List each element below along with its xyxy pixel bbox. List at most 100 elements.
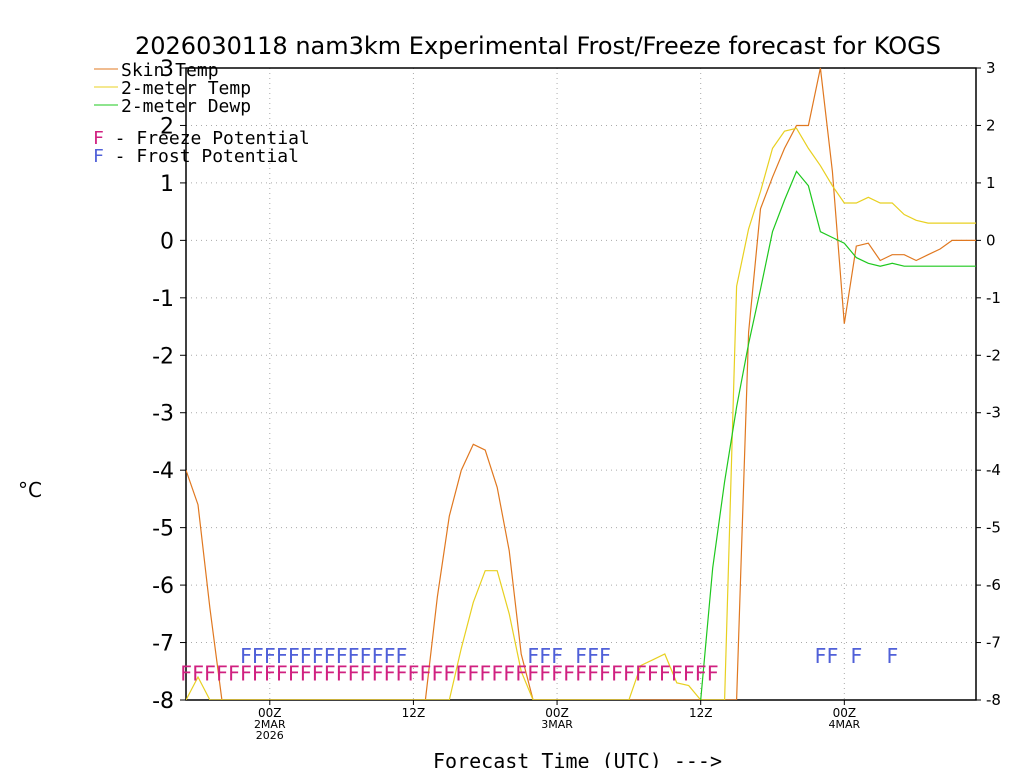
x-tick-label: 3MAR — [541, 718, 573, 731]
legend-label-2m-temp: 2-meter Temp — [121, 78, 251, 99]
freeze-potential-marker: F — [695, 661, 707, 685]
x-tick-label: 2MAR — [254, 718, 286, 731]
freeze-potential-marker: F — [312, 661, 324, 685]
frost-potential-legend-text: - Frost Potential — [104, 146, 299, 167]
frost-potential-legend: F - Frost Potential — [93, 146, 299, 167]
x-tick-label: 4MAR — [828, 718, 860, 731]
freeze-potential-marker: F — [240, 661, 252, 685]
y-tick-label-left: -2 — [152, 344, 174, 369]
freeze-potential-marker: F — [515, 661, 527, 685]
freeze-potential-marker: F — [659, 661, 671, 685]
freeze-potential-legend-text: - Freeze Potential — [104, 128, 310, 149]
y-tick-label-left: 2 — [160, 114, 174, 139]
frost-potential-marker: F — [814, 644, 826, 668]
y-tick-label-left: 0 — [160, 229, 174, 254]
x-axis-label: Forecast Time (UTC) ---> — [433, 749, 722, 768]
legend: Skin Temp 2-meter Temp 2-meter Dewp F - … — [93, 60, 310, 167]
freeze-potential-marker: F — [455, 661, 467, 685]
freeze-potential-marker: F — [407, 661, 419, 685]
y-tick-label-right: -1 — [986, 289, 1001, 307]
frost-potential-marker: F — [276, 644, 288, 668]
freeze-potential-marker: F — [336, 661, 348, 685]
freeze-potential-legend-letter: F — [93, 128, 104, 149]
freeze-potential-marker: F — [467, 661, 479, 685]
frost-potential-marker: F — [240, 644, 252, 668]
series-lines — [186, 67, 976, 700]
freeze-potential-marker: F — [539, 661, 551, 685]
axes — [180, 67, 981, 705]
series-line-skin-temp — [186, 67, 976, 700]
freeze-potential-marker: F — [683, 661, 695, 685]
y-tick-label-right: 0 — [986, 231, 996, 249]
frost-potential-marker: F — [886, 644, 898, 668]
chart-title: 2026030118 nam3km Experimental Frost/Fre… — [135, 32, 941, 60]
frost-potential-marker: F — [551, 644, 563, 668]
y-tick-label-right: 3 — [986, 59, 996, 77]
legend-label-skin-temp: Skin Temp — [121, 60, 219, 81]
freeze-potential-marker: F — [180, 661, 192, 685]
freeze-potential-marker: F — [479, 661, 491, 685]
y-tick-label-right: 1 — [986, 174, 996, 192]
plot-frame — [185, 67, 977, 701]
freeze-potential-marker: F — [491, 661, 503, 685]
y-tick-label-left: -7 — [152, 632, 174, 657]
y-tick-label-left: -1 — [152, 287, 174, 312]
freeze-potential-legend: F - Freeze Potential — [93, 128, 310, 149]
y-tick-label-right: -5 — [986, 519, 1001, 537]
series-line-2-meter-dewp — [700, 170, 976, 700]
legend-label-2m-dewp: 2-meter Dewp — [121, 96, 251, 117]
freeze-potential-marker: F — [264, 661, 276, 685]
frost-potential-marker: F — [312, 644, 324, 668]
freeze-potential-marker: F — [623, 661, 635, 685]
y-tick-label-right: -3 — [986, 404, 1001, 422]
frost-potential-marker: F — [587, 644, 599, 668]
frost-potential-marker: F — [539, 644, 551, 668]
freeze-potential-marker: F — [228, 661, 240, 685]
freeze-potential-marker: F — [395, 661, 407, 685]
freeze-potential-marker: F — [383, 661, 395, 685]
freeze-potential-marker: F — [431, 661, 443, 685]
frost-potential-marker: F — [264, 644, 276, 668]
y-tick-label-right: 2 — [986, 116, 996, 134]
freeze-potential-marker: F — [192, 661, 204, 685]
freeze-potential-marker: F — [599, 661, 611, 685]
y-tick-label-left: 3 — [160, 57, 174, 82]
freeze-potential-marker: F — [324, 661, 336, 685]
frost-potential-marker: F — [527, 644, 539, 668]
freeze-potential-marker: F — [611, 661, 623, 685]
freeze-potential-marker: F — [587, 661, 599, 685]
y-tick-label-right: -2 — [986, 346, 1001, 364]
freeze-potential-marker: F — [288, 661, 300, 685]
x-tick-label: 12Z — [402, 706, 426, 720]
freeze-potential-marker: F — [575, 661, 587, 685]
y-tick-label-right: -8 — [986, 691, 1001, 709]
frost-potential-marker: F — [288, 644, 300, 668]
freeze-potential-marker: F — [204, 661, 216, 685]
freeze-potential-marker: F — [503, 661, 515, 685]
y-tick-label-left: -3 — [152, 402, 174, 427]
freeze-potential-marker: F — [563, 661, 575, 685]
freeze-potential-marker: F — [671, 661, 683, 685]
y-tick-label-left: -6 — [152, 574, 174, 599]
frost-potential-marker: F — [395, 644, 407, 668]
x-tick-label: 00Z — [833, 706, 857, 720]
y-tick-label-right: -4 — [986, 461, 1001, 479]
y-axis-label: °C — [18, 478, 42, 502]
frost-potential-marker: F — [575, 644, 587, 668]
freeze-potential-marker: F — [348, 661, 360, 685]
freeze-potential-marker: F — [527, 661, 539, 685]
y-tick-label-left: -5 — [152, 517, 174, 542]
freeze-potential-marker: F — [443, 661, 455, 685]
frost-potential-marker: F — [360, 644, 372, 668]
freeze-potential-marker: F — [635, 661, 647, 685]
y-tick-label-left: 1 — [160, 172, 174, 197]
freeze-potential-marker: F — [551, 661, 563, 685]
frost-potential-marker: F — [252, 644, 264, 668]
freeze-potential-marker: F — [647, 661, 659, 685]
x-tick-label: 00Z — [258, 706, 282, 720]
x-tick-label: 12Z — [689, 706, 713, 720]
frost-potential-marker: F — [300, 644, 312, 668]
y-tick-label-left: -8 — [152, 689, 174, 714]
